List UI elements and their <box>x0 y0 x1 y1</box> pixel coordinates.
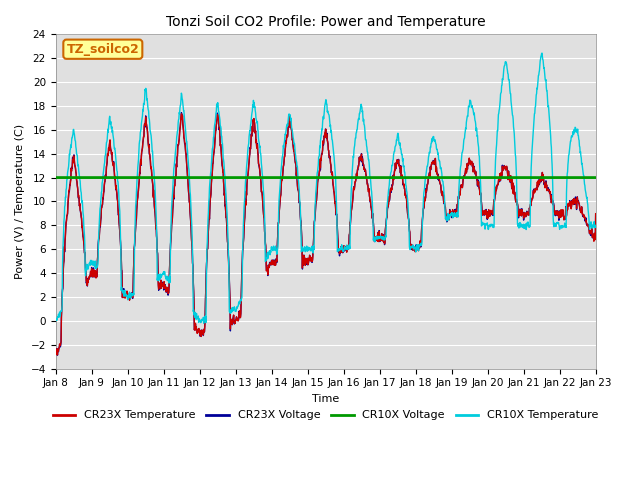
Title: Tonzi Soil CO2 Profile: Power and Temperature: Tonzi Soil CO2 Profile: Power and Temper… <box>166 15 486 29</box>
Legend: CR23X Temperature, CR23X Voltage, CR10X Voltage, CR10X Temperature: CR23X Temperature, CR23X Voltage, CR10X … <box>49 406 603 425</box>
Y-axis label: Power (V) / Temperature (C): Power (V) / Temperature (C) <box>15 124 25 279</box>
Text: TZ_soilco2: TZ_soilco2 <box>67 43 140 56</box>
X-axis label: Time: Time <box>312 394 339 404</box>
